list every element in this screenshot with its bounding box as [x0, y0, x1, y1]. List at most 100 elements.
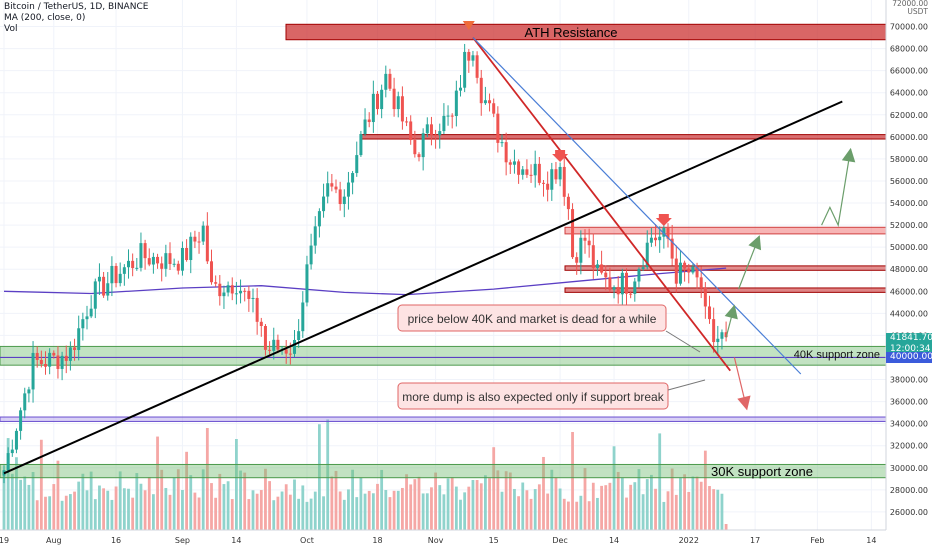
volume-bar: [98, 485, 101, 530]
volume-bar: [135, 473, 139, 530]
volume-bar: [110, 499, 114, 530]
volume-bar: [226, 481, 230, 530]
volume-bar: [641, 494, 645, 530]
candle-body: [160, 263, 164, 269]
symbol-legend[interactable]: Bitcoin / TetherUS, 1D, BINANCE: [4, 2, 149, 12]
volume-bar: [674, 494, 678, 530]
candle-body: [363, 119, 367, 135]
candle-body: [566, 196, 570, 210]
volume-bar: [442, 494, 446, 530]
candle-body: [388, 73, 392, 89]
candle-body: [293, 339, 296, 354]
candle-body: [81, 319, 85, 329]
volume-bar: [243, 472, 247, 530]
candle-body: [330, 183, 334, 187]
last-price-value: 41841.70: [890, 333, 932, 343]
volume-bar: [181, 490, 184, 530]
ath-marker-arrow: [462, 20, 475, 30]
trendline-rising-support: [3, 100, 843, 475]
time-tick-label: 2022: [679, 536, 699, 545]
candle-body: [376, 93, 379, 110]
candle-body: [172, 263, 176, 265]
volume-bar: [645, 479, 649, 530]
time-tick-label: Nov: [428, 536, 444, 545]
candle-body: [201, 225, 205, 242]
volume-bar: [297, 498, 301, 530]
volume-bar: [421, 493, 425, 530]
volume-bar: [334, 470, 338, 530]
vol-legend[interactable]: Vol: [4, 24, 18, 34]
countdown-value: 12:00:34: [890, 344, 931, 354]
volume-bar: [189, 475, 193, 530]
candle-body: [39, 359, 43, 365]
candle-body: [571, 209, 575, 258]
volume-bar: [93, 499, 97, 530]
volume-bar: [471, 480, 475, 530]
candle-body: [19, 410, 23, 431]
volume-bar: [268, 481, 271, 530]
candle-body: [44, 364, 47, 367]
candle-body: [197, 241, 201, 243]
candle-body: [645, 242, 649, 268]
candle-body: [151, 256, 155, 265]
candle-body: [268, 349, 272, 351]
ma-legend[interactable]: MA (200, close, 0): [4, 13, 86, 23]
candle-body: [272, 339, 276, 351]
candle-body: [620, 272, 624, 295]
volume-bar: [691, 476, 695, 530]
candle-body: [670, 238, 674, 259]
candle-body: [230, 285, 234, 294]
volume-bar: [201, 469, 205, 530]
price-axis-top-label: 72000.00: [892, 0, 928, 8]
price-tick-label: 68000.00: [890, 45, 928, 54]
time-axis[interactable]: 19 Aug 16 Sep 14 Oct 18 Nov 15 Dec 14 2022 17 Feb 14: [0, 529, 886, 550]
candle-body: [52, 352, 56, 356]
time-tick-label: Oct: [300, 536, 314, 545]
volume-bar: [122, 488, 126, 530]
candle-body: [218, 283, 222, 297]
volume-bar: [160, 469, 164, 530]
candle-body: [637, 269, 641, 282]
price-tick-label: 66000.00: [890, 67, 928, 76]
trendline-blue-downtrend: [472, 37, 802, 375]
candle-body: [591, 245, 595, 268]
volume-bar: [280, 491, 284, 530]
volume-bar: [6, 438, 10, 530]
volume-bar: [10, 473, 14, 530]
volume-bar: [525, 490, 529, 530]
time-tick-label: 15: [489, 536, 499, 545]
volume-bar: [384, 490, 388, 530]
volume-bar: [413, 479, 417, 530]
candle-body: [579, 237, 583, 263]
candle-body: [442, 115, 446, 132]
candle-body: [60, 355, 64, 369]
candle-body: [421, 133, 425, 158]
volume-bar: [629, 484, 633, 530]
candle-body: [351, 173, 355, 183]
candle-body: [106, 283, 110, 296]
candle-body: [612, 287, 616, 290]
note-1-text: price below 40K and market is dead for a…: [408, 312, 657, 326]
time-tick-label: 17: [750, 536, 760, 545]
candle-body: [409, 121, 413, 141]
ath-label: ATH Resistance: [525, 25, 618, 40]
volume-bar: [409, 484, 413, 530]
volume-bar: [351, 469, 354, 530]
volume-bar: [309, 498, 313, 530]
candle-body: [210, 261, 213, 283]
note-2-box: [397, 382, 669, 410]
candle-body: [367, 119, 371, 123]
price-tick-label: 30000.00: [890, 464, 928, 473]
candle-body: [450, 115, 454, 117]
candle-body: [475, 55, 479, 78]
volume-bar: [156, 436, 159, 530]
candle-body: [346, 182, 350, 197]
volume-bar: [620, 478, 624, 530]
candle-body: [583, 237, 587, 241]
candle-body: [608, 277, 612, 290]
candle-body: [666, 227, 670, 239]
time-axis-bg: [0, 530, 886, 550]
volume-bar: [608, 482, 612, 530]
